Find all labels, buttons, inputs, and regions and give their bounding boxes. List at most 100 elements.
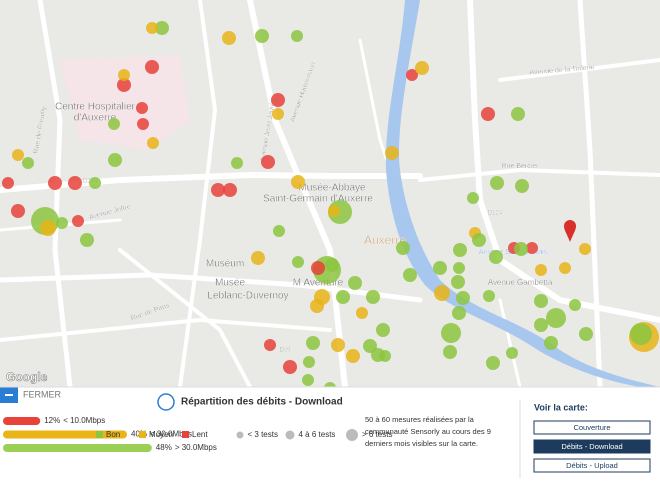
measure-dot[interactable] [514,242,528,256]
measure-dot[interactable] [145,60,159,74]
measure-dot[interactable] [511,107,525,121]
measure-dot[interactable] [223,183,237,197]
measure-dot[interactable] [467,192,479,204]
measure-dot[interactable] [336,290,350,304]
measure-dot[interactable] [40,220,56,236]
measure-dot[interactable] [271,93,285,107]
measure-dot[interactable] [451,275,465,289]
measure-dot[interactable] [443,345,457,359]
bar-percent: 12% [44,416,60,425]
measure-dot[interactable] [490,176,504,190]
measure-dot[interactable] [273,225,285,237]
measure-dot[interactable] [283,360,297,374]
view-button[interactable] [533,458,651,473]
map-label: Musée-Abbaye [298,183,366,194]
measure-dot[interactable] [348,276,362,290]
measure-dot[interactable] [415,61,429,75]
measure-dot[interactable] [155,21,169,35]
measure-dot[interactable] [272,108,284,120]
measure-dot[interactable] [117,78,131,92]
measure-dot[interactable] [366,290,380,304]
measure-dot[interactable] [146,22,158,34]
measure-dot[interactable] [291,175,305,189]
measure-dot[interactable] [303,356,315,368]
measure-dot[interactable] [385,146,399,160]
measure-dot[interactable] [515,179,529,193]
measure-dot[interactable] [310,299,324,313]
measure-dot[interactable] [506,347,518,359]
measure-dot[interactable] [403,268,417,282]
measure-dot[interactable] [535,264,547,276]
measure-dot[interactable] [406,69,418,81]
measure-dot[interactable] [534,318,548,332]
measure-dot[interactable] [483,290,495,302]
measure-dot[interactable] [544,336,558,350]
measure-dot[interactable] [456,291,470,305]
measure-dot[interactable] [68,176,82,190]
measure-dot[interactable] [251,251,265,265]
measure-dot[interactable] [396,241,410,255]
measure-dot[interactable] [363,339,377,353]
measure-dot[interactable] [453,262,465,274]
measure-dot[interactable] [108,118,120,130]
measure-dot[interactable] [489,250,503,264]
measure-dot[interactable] [328,205,340,217]
view-button[interactable] [533,439,651,454]
measure-dot[interactable] [325,258,339,272]
measure-dot[interactable] [72,215,84,227]
measure-dot[interactable] [222,31,236,45]
measure-dot[interactable] [11,204,25,218]
measure-dot[interactable] [2,177,14,189]
measure-dot[interactable] [481,107,495,121]
measure-dot[interactable] [526,242,538,254]
measure-dot[interactable] [486,356,500,370]
measure-dot[interactable] [231,157,243,169]
measure-dot[interactable] [433,261,447,275]
measure-dot[interactable] [211,183,225,197]
measure-dot[interactable] [264,339,276,351]
measure-dot[interactable] [291,30,303,42]
measure-dot[interactable] [630,323,652,345]
map-label: Musée [215,278,245,289]
measure-dot[interactable] [311,261,325,275]
measure-dot[interactable] [346,349,360,363]
measure-dot[interactable] [452,306,466,320]
measure-dot[interactable] [331,338,345,352]
measure-dot[interactable] [434,285,450,301]
measure-dot[interactable] [441,323,461,343]
measure-dot[interactable] [379,350,391,362]
measure-dot[interactable] [22,157,34,169]
measure-dot[interactable] [56,217,68,229]
measure-dot[interactable] [12,149,24,161]
measure-dot[interactable] [376,323,390,337]
measure-dot[interactable] [147,137,159,149]
measure-dot[interactable] [546,308,566,328]
legend-swatch [96,431,103,438]
measure-dot[interactable] [579,327,593,341]
close-button[interactable]: FERMER [23,389,62,399]
measure-dot[interactable] [261,155,275,169]
measure-dot[interactable] [136,102,148,114]
measure-dot[interactable] [534,294,548,308]
view-button[interactable] [533,420,651,435]
measure-dot[interactable] [137,118,149,130]
measure-dot[interactable] [292,256,304,268]
measure-dot[interactable] [472,233,486,247]
measure-dot[interactable] [302,374,314,386]
measure-dot[interactable] [569,299,581,311]
measure-dot[interactable] [48,176,62,190]
measure-dot[interactable] [89,177,101,189]
measure-dot[interactable] [579,243,591,255]
measure-dot[interactable] [356,307,368,319]
bar-threshold: < 30.0Mbps [150,430,192,439]
measure-dot[interactable] [80,233,94,247]
measure-dot[interactable] [559,262,571,274]
measure-dot[interactable] [255,29,269,43]
view-button-label: Débits - Upload [566,461,618,470]
measure-dot[interactable] [453,243,467,257]
legend-size-label: 4 à 6 tests [299,430,336,439]
measure-dot[interactable] [306,336,320,350]
measure-dot[interactable] [118,69,130,81]
measure-dot[interactable] [108,153,122,167]
bar-threshold: < 10.0Mbps [63,416,105,425]
